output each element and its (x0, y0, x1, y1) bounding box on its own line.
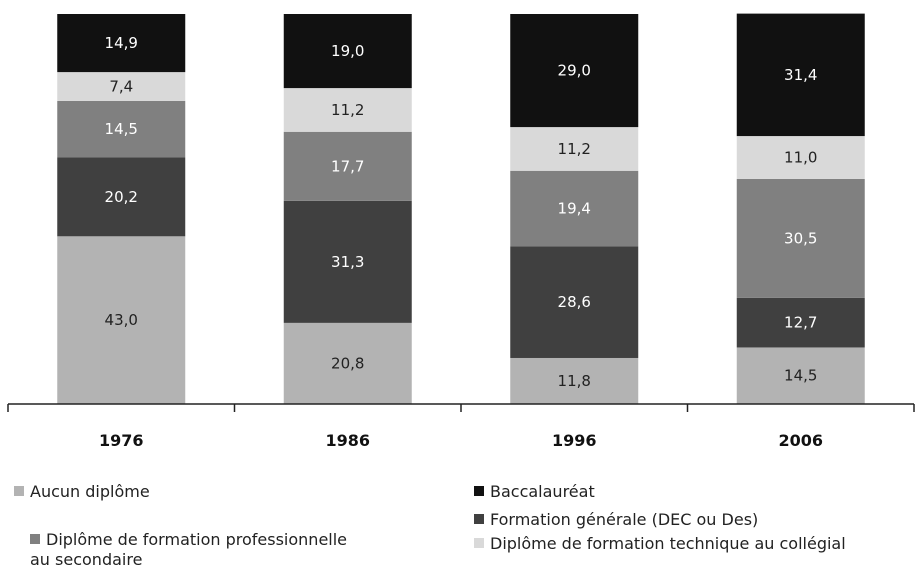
bar-segment (510, 357, 639, 404)
legend-swatch-icon (14, 486, 24, 496)
data-label: 11,8 (558, 372, 591, 390)
bar-segment (736, 347, 865, 404)
legend-item-formation-generale: Formation générale (DEC ou Des) (474, 510, 758, 530)
chart: 43,0 20,2 14,5 7,4 14,9 1976 20,8 31,3 17,7 11,2 1… (7, 13, 915, 569)
data-label: 11,2 (331, 101, 364, 119)
bar-segment (736, 136, 865, 179)
data-label: 11,0 (784, 149, 817, 167)
stacked-bar-chart: 43,0 20,2 14,5 7,4 14,9 1976 20,8 31,3 17,7 11,2 1… (7, 13, 915, 450)
x-tick-label: 1986 (325, 431, 370, 450)
bar-segment (57, 14, 186, 73)
legend-item-formation-technique: Diplôme de formation technique au collég… (474, 534, 846, 554)
legend-label: Aucun diplôme (30, 482, 150, 501)
data-label: 31,3 (331, 253, 364, 271)
bar-segment (57, 100, 186, 158)
bar-segment (57, 157, 186, 237)
data-label: 7,4 (109, 78, 133, 96)
bar-segment (510, 246, 639, 358)
legend-swatch-icon (30, 534, 40, 544)
legend-swatch-icon (474, 514, 484, 524)
legend-label: Baccalauréat (490, 482, 595, 501)
bar-segment (510, 127, 639, 171)
bar-segment (510, 170, 639, 247)
bar-segment (283, 200, 412, 323)
data-label: 14,9 (105, 34, 138, 52)
data-label: 14,5 (784, 367, 817, 385)
bar-segment (283, 131, 412, 201)
legend-item-baccalaureat: Baccalauréat (474, 482, 595, 502)
data-label: 19,4 (558, 200, 591, 218)
data-label: 31,4 (784, 66, 817, 84)
x-tick-label: 2006 (778, 431, 823, 450)
legend-item-aucun-diplome: Aucun diplôme (14, 482, 150, 502)
bar-segment (57, 236, 186, 404)
data-label: 20,2 (105, 188, 138, 206)
data-label: 28,6 (558, 293, 591, 311)
bar-segment (57, 72, 186, 101)
bar-segment (736, 13, 865, 137)
bar-segment (283, 88, 412, 132)
bar-segment (283, 322, 412, 404)
data-label: 14,5 (105, 120, 138, 138)
legend-swatch-icon (474, 538, 484, 548)
data-label: 20,8 (331, 354, 364, 372)
bar-segment (736, 178, 865, 298)
data-label: 43,0 (105, 311, 138, 329)
data-label: 29,0 (558, 62, 591, 80)
x-tick-label: 1976 (99, 431, 144, 450)
data-label: 17,7 (331, 157, 364, 175)
legend-label: Diplôme de formation professionnelle au … (30, 530, 348, 569)
legend-label: Diplôme de formation technique au collég… (490, 534, 846, 553)
x-tick-label: 1996 (552, 431, 597, 450)
data-label: 30,5 (784, 229, 817, 247)
legend-swatch-icon (474, 486, 484, 496)
data-label: 12,7 (784, 314, 817, 332)
legend-label: Formation générale (DEC ou Des) (490, 510, 759, 529)
data-label: 11,2 (558, 140, 591, 158)
bar-segment (736, 297, 865, 348)
bar-segment (510, 14, 639, 128)
bar-segment (283, 14, 412, 89)
legend-item-formation-professionnelle: Diplôme de formation professionnelle au … (14, 510, 347, 570)
data-label: 19,0 (331, 42, 364, 60)
